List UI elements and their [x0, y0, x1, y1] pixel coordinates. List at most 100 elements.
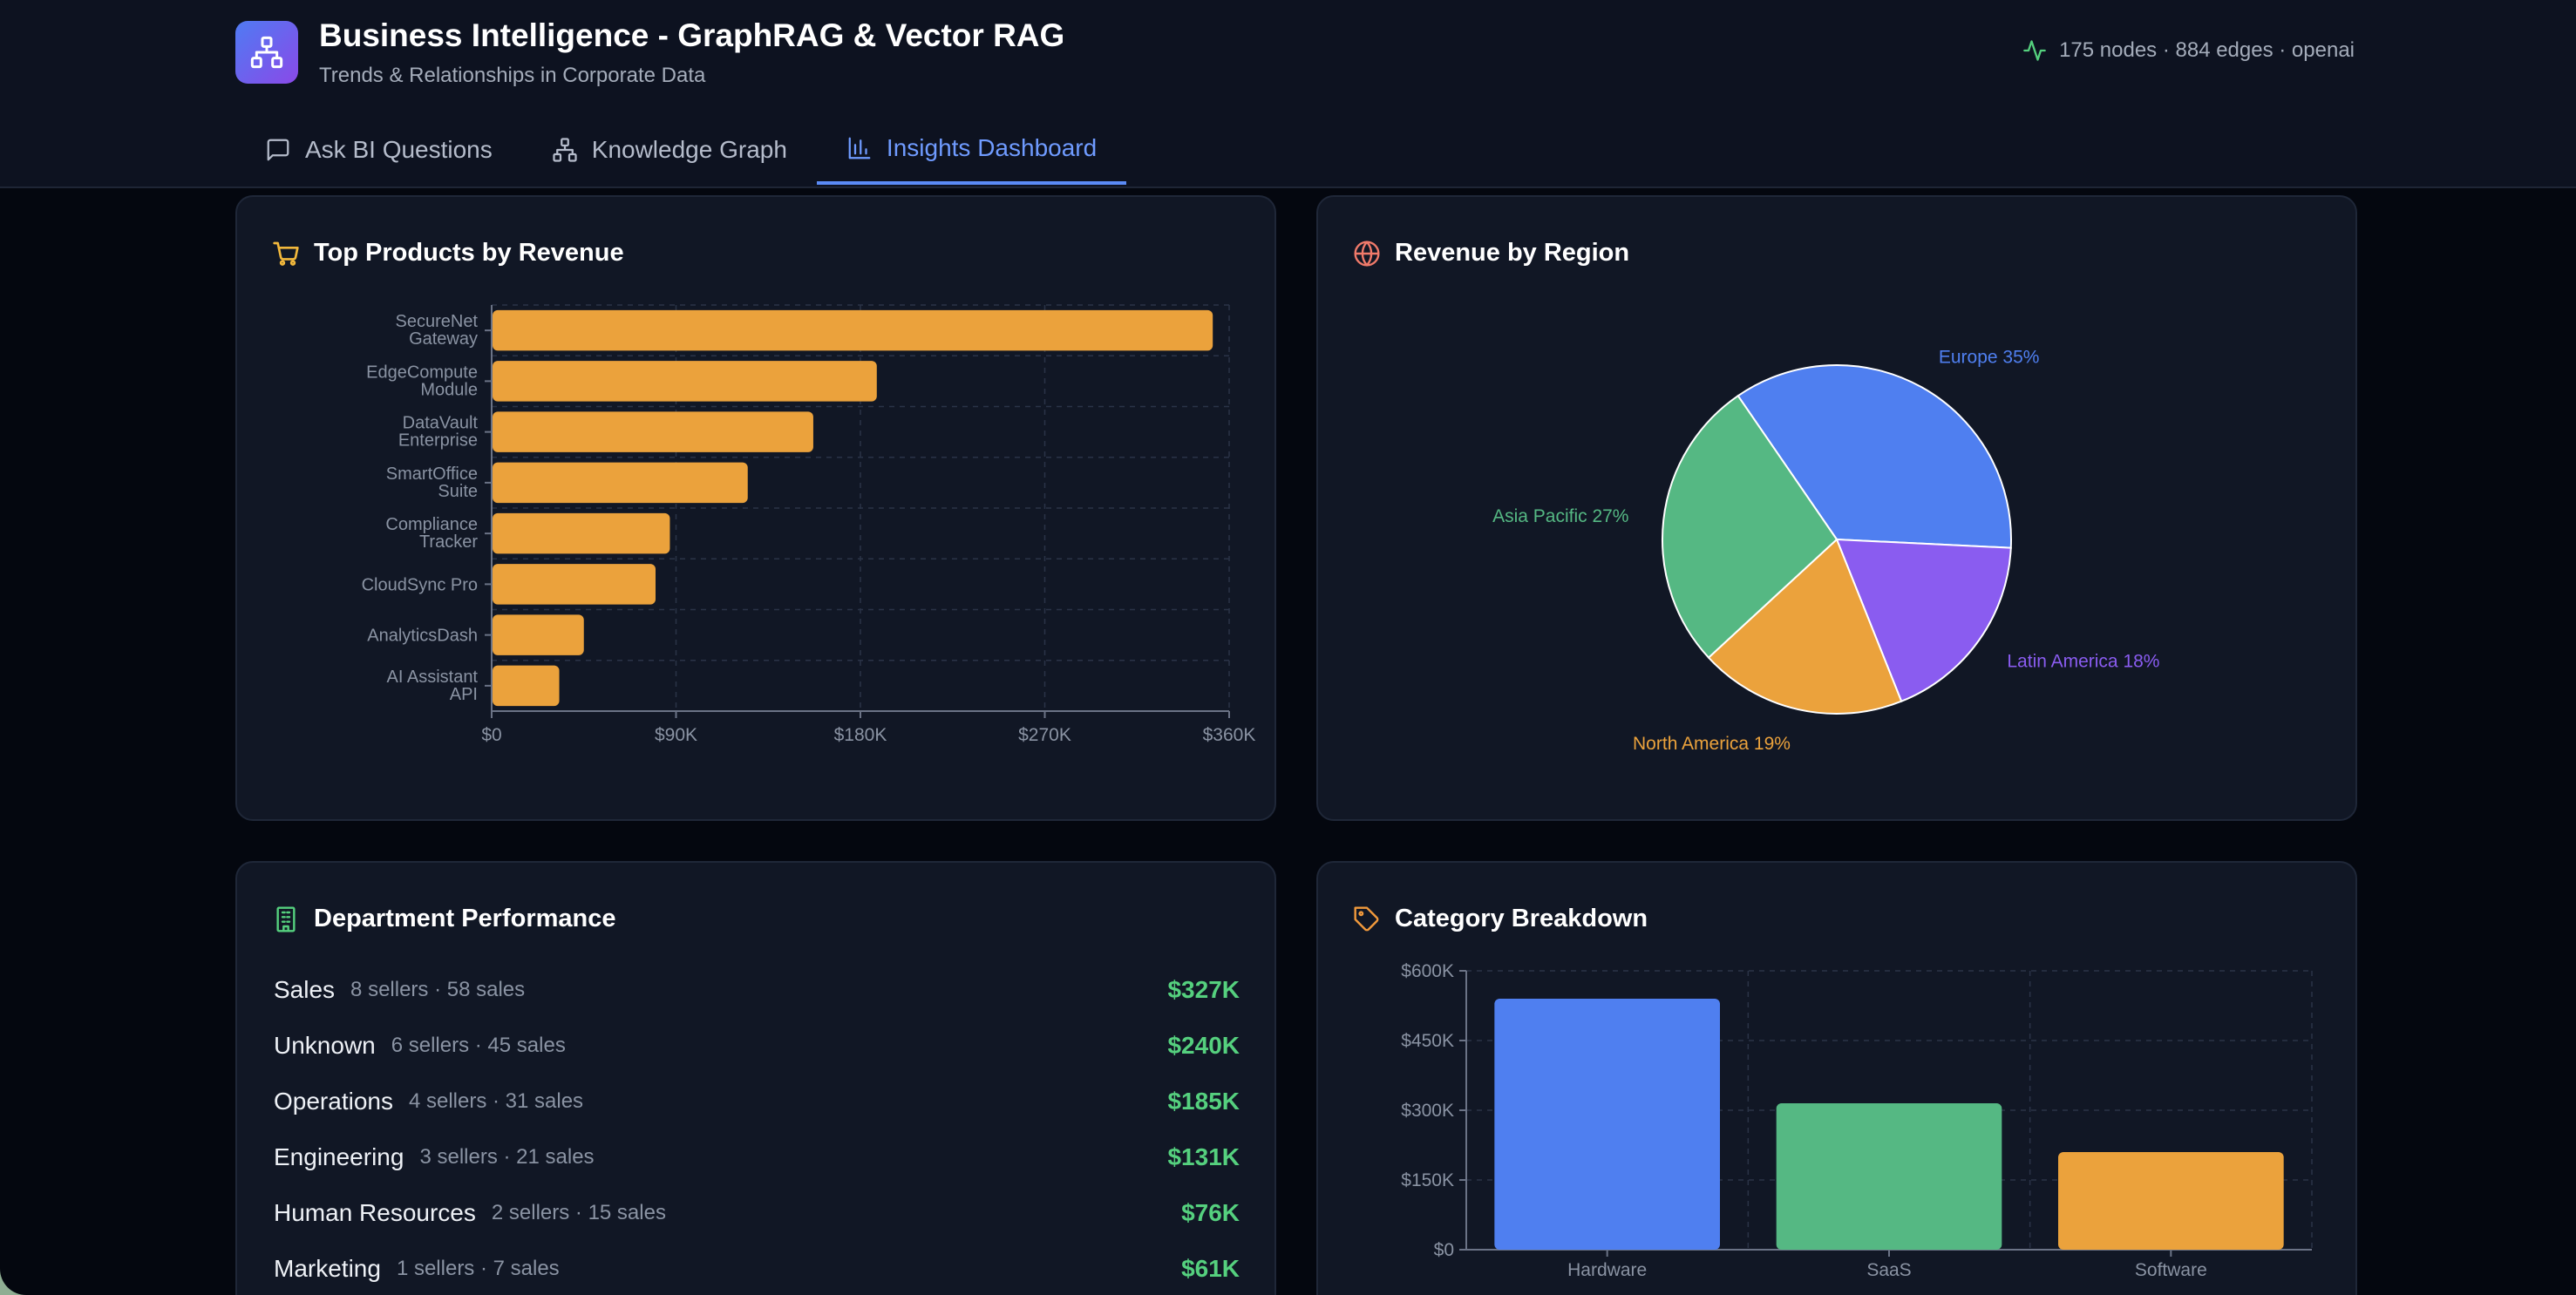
department-name: Marketing [274, 1255, 381, 1282]
department-meta: 8 sellers · 58 sales [350, 978, 526, 1001]
department-revenue: $61K [1181, 1255, 1240, 1282]
card-title-text: Department Performance [314, 905, 616, 932]
card-title-text: Category Breakdown [1395, 905, 1648, 932]
bar [493, 411, 813, 452]
x-tick-label: Software [2135, 1260, 2207, 1280]
revenue-region-chart: Europe 35% Latin America 18% North America… [1492, 347, 2159, 754]
x-tick-label: $0 [481, 725, 501, 745]
building-icon [276, 905, 296, 932]
bar [493, 665, 560, 707]
y-tick-label: $0 [1434, 1240, 1454, 1260]
y-tick-label: $150K [1401, 1170, 1454, 1190]
department-revenue: $327K [1167, 976, 1240, 1003]
card-title-text: Revenue by Region [1395, 239, 1630, 267]
y-tick-label: AI Assistant API [387, 668, 479, 704]
list-item: Unknown 6 sellers · 45 sales $240K [274, 1018, 1240, 1074]
y-tick-label: $300K [1401, 1101, 1454, 1121]
bar [493, 462, 748, 504]
list-item: Human Resources 2 sellers · 15 sales $76… [274, 1185, 1240, 1241]
bar [493, 512, 670, 554]
tab-bar: Ask BI Questions Knowledge Graph Insight… [235, 115, 1127, 186]
chat-icon [267, 139, 289, 161]
network-icon [553, 138, 577, 162]
top-products-chart: $0 $90K $180K $270K $360K SecureNet Gateway Edg… [362, 304, 1256, 745]
x-tick-label: $360K [1203, 725, 1256, 745]
top-products-card: Top Products by Revenue $0 $90K $180K $270K… [235, 195, 1276, 821]
pie-slice [1835, 538, 2012, 703]
tab-label: Knowledge Graph [591, 136, 787, 163]
department-meta: 3 sellers · 21 sales [419, 1145, 595, 1169]
department-name: Sales [274, 976, 336, 1003]
x-tick-label: SaaS [1866, 1260, 1911, 1280]
cart-icon [273, 241, 299, 266]
department-revenue: $131K [1167, 1143, 1240, 1170]
tab-label: Ask BI Questions [305, 136, 493, 163]
bar [493, 614, 584, 655]
tab-insights-dashboard[interactable]: Insights Dashboard [816, 115, 1127, 185]
department-meta: 2 sellers · 15 sales [491, 1201, 666, 1224]
list-item: Marketing 1 sellers · 7 sales $61K [274, 1241, 1240, 1295]
activity-icon [2023, 40, 2046, 61]
card-title: Top Products by Revenue [272, 239, 624, 268]
bar [493, 564, 656, 605]
department-name: Unknown [274, 1032, 376, 1059]
card-title: Department Performance [272, 905, 616, 933]
department-meta: 4 sellers · 31 sales [408, 1089, 584, 1113]
tab-label: Insights Dashboard [886, 134, 1098, 161]
card-title: Revenue by Region [1353, 239, 1629, 268]
pie-label: Latin America 18% [2007, 651, 2159, 671]
bar [1494, 999, 1720, 1250]
graph-stats-text: 175 nodes · 884 edges · openai [2059, 38, 2355, 62]
globe-icon [1354, 240, 1380, 267]
x-tick-label: Hardware [1567, 1260, 1647, 1280]
category-breakdown-chart: $0 $150K $300K $450K $600K Hardware SaaS Softwa… [1401, 961, 2313, 1280]
department-performance-card: Department Performance Sales 8 sellers ·… [235, 861, 1276, 1295]
department-revenue: $185K [1167, 1088, 1240, 1115]
list-item: Sales 8 sellers · 58 sales $327K [274, 962, 1240, 1018]
bar [2058, 1152, 2284, 1250]
department-revenue: $240K [1167, 1032, 1240, 1059]
revenue-region-card: Revenue by Region Europe 35% Latin Americ… [1316, 195, 2357, 821]
app-title: Business Intelligence - GraphRAG & Vecto… [319, 17, 1065, 53]
graph-stats: 175 nodes · 884 edges · openai [2022, 38, 2355, 63]
pie-slice [1737, 364, 2012, 549]
y-tick-label: CloudSync Pro [362, 575, 478, 594]
tab-knowledge-graph[interactable]: Knowledge Graph [522, 115, 817, 185]
bar [493, 361, 877, 402]
department-name: Engineering [274, 1143, 404, 1170]
tag-icon [1354, 905, 1379, 931]
department-list: Sales 8 sellers · 58 sales $327K Unknown… [274, 962, 1240, 1295]
department-meta: 6 sellers · 45 sales [391, 1034, 566, 1057]
y-tick-label: SmartOffice Suite [386, 464, 478, 501]
y-tick-label: Compliance Tracker [385, 515, 478, 552]
y-tick-label: $450K [1401, 1031, 1454, 1051]
pie-slice [1662, 394, 1839, 659]
card-title: Category Breakdown [1353, 905, 1648, 933]
list-item: Engineering 3 sellers · 21 sales $131K [274, 1129, 1240, 1185]
tab-ask-bi-questions[interactable]: Ask BI Questions [235, 115, 522, 185]
y-tick-label: SecureNet Gateway [396, 312, 479, 349]
list-item: Operations 4 sellers · 31 sales $185K [274, 1074, 1240, 1129]
pie-label: Europe 35% [1939, 347, 2040, 367]
card-title-text: Top Products by Revenue [314, 239, 624, 267]
department-name: Operations [274, 1088, 393, 1115]
pie-label: North America 19% [1633, 734, 1791, 754]
network-icon [235, 21, 298, 84]
bar [1776, 1103, 2002, 1250]
y-tick-label: AnalyticsDash [367, 627, 478, 646]
department-meta: 1 sellers · 7 sales [396, 1257, 560, 1280]
x-tick-label: $270K [1018, 725, 1071, 745]
department-name: Human Resources [274, 1199, 476, 1226]
department-revenue: $76K [1181, 1199, 1240, 1226]
pie-slice [1707, 538, 1903, 715]
app-subtitle: Trends & Relationships in Corporate Data [319, 64, 706, 87]
x-tick-label: $180K [834, 725, 887, 745]
y-tick-label: DataVault Enterprise [398, 414, 479, 451]
x-tick-label: $90K [655, 725, 697, 745]
bar [493, 309, 1213, 351]
pie-label: Asia Pacific 27% [1492, 506, 1628, 526]
y-tick-label: $600K [1401, 961, 1454, 981]
bar-chart-icon [848, 137, 871, 159]
y-tick-label: EdgeCompute Module [366, 363, 478, 399]
